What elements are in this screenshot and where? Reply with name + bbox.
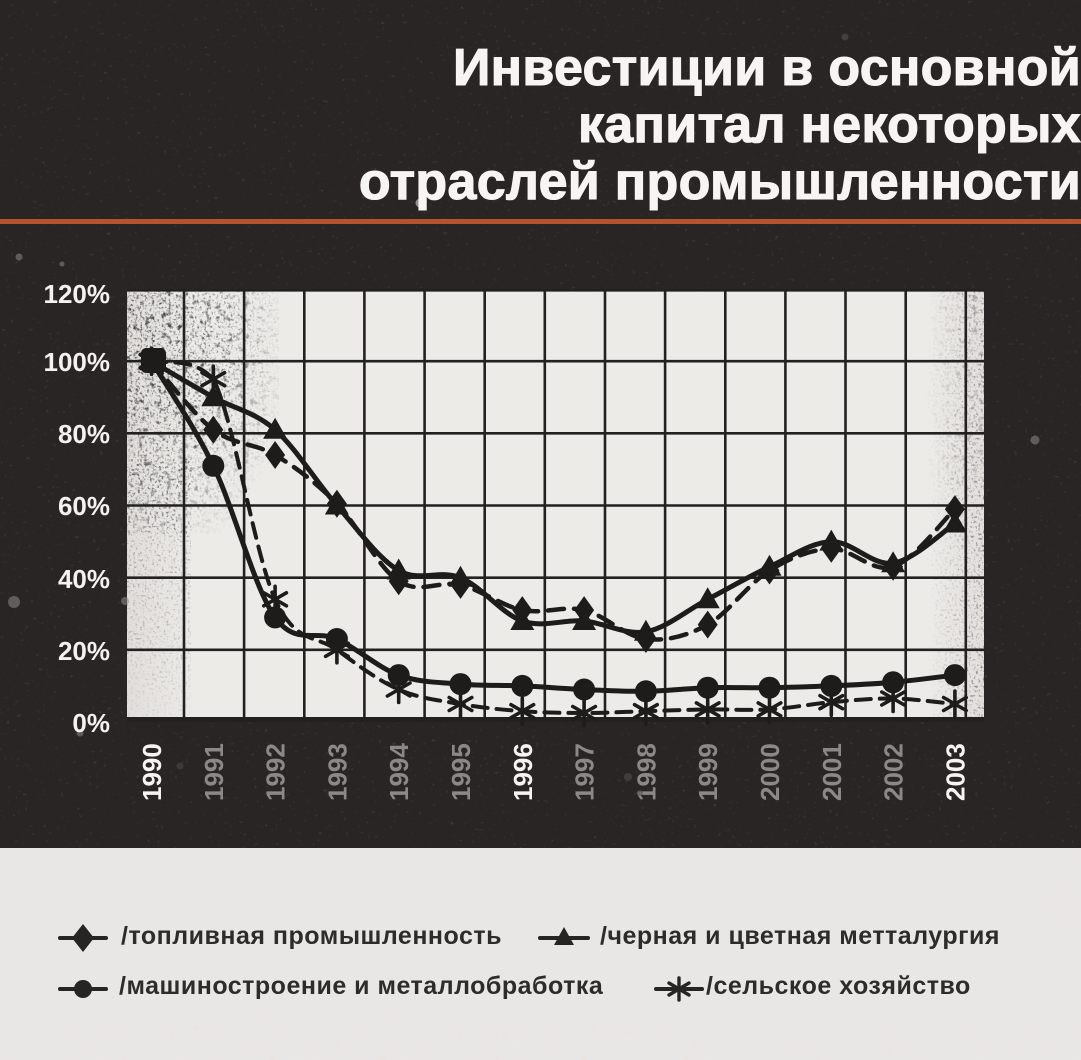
svg-text:2000: 2000 [755, 743, 785, 801]
svg-text:1997: 1997 [570, 743, 600, 801]
svg-text:1994: 1994 [384, 743, 414, 801]
svg-text:1992: 1992 [261, 743, 291, 801]
svg-text:1991: 1991 [199, 743, 229, 801]
svg-text:1995: 1995 [446, 743, 476, 801]
svg-text:2003: 2003 [940, 743, 970, 801]
svg-text:1996: 1996 [508, 743, 538, 801]
svg-text:2001: 2001 [817, 743, 847, 801]
svg-text:1990: 1990 [137, 743, 167, 801]
svg-text:1999: 1999 [693, 743, 723, 801]
svg-text:1998: 1998 [631, 743, 661, 801]
svg-text:2002: 2002 [879, 743, 909, 801]
svg-text:1993: 1993 [322, 743, 352, 801]
